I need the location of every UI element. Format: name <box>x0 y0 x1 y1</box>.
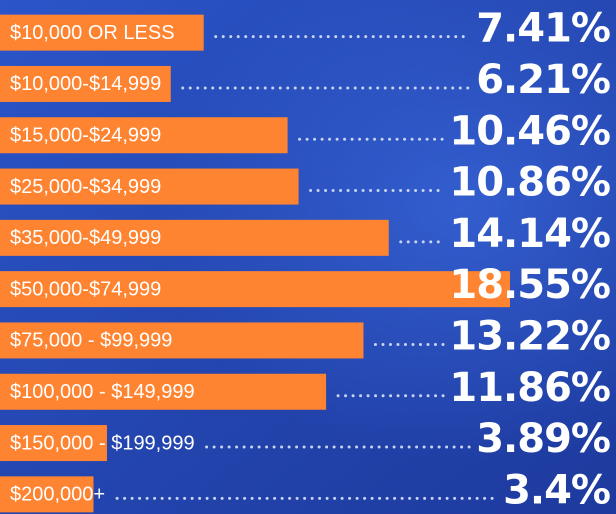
value-label: 6.21% <box>476 57 610 103</box>
value-label: 11.86% <box>449 365 610 411</box>
value-label: 18.55% <box>449 262 610 308</box>
category-label: $10,000-$14,999 <box>10 73 161 95</box>
category-label: $15,000-$24,999 <box>10 125 161 147</box>
category-label: $25,000-$34,999 <box>10 176 161 198</box>
value-label: 13.22% <box>449 313 610 359</box>
value-label: 7.41% <box>476 6 610 52</box>
category-label: $50,000-$74,999 <box>10 278 161 300</box>
category-label: $200,000+ <box>10 484 105 506</box>
category-label: $150,000 - $199,999 <box>10 432 195 454</box>
value-label: 3.4% <box>503 467 610 513</box>
value-label: 3.89% <box>476 416 610 462</box>
category-label: $75,000 - $99,999 <box>10 330 172 352</box>
chart: $10,000 OR LESS 7.41% $10,000-$14,999 6.21%… <box>0 0 616 514</box>
category-label: $35,000-$49,999 <box>10 227 161 249</box>
value-label: 10.86% <box>449 160 610 206</box>
value-label: 10.46% <box>449 108 610 154</box>
page: {"chart_data": {"type": "bar", "categori… <box>0 0 616 514</box>
category-label: $10,000 OR LESS <box>10 22 175 44</box>
category-label: $100,000 - $149,999 <box>10 381 195 403</box>
value-label: 14.14% <box>449 211 610 257</box>
